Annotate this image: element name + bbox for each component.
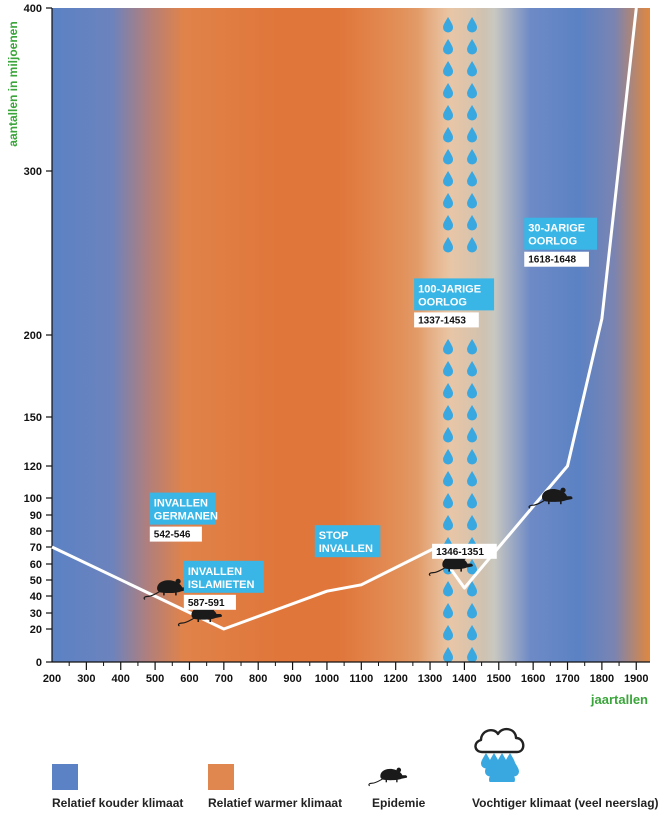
climate-population-chart: 200 300 400 500 600 700 800 900 1000 1100 1200 1300… bbox=[6, 3, 650, 707]
x-tick-label: 900 bbox=[283, 673, 301, 685]
y-tick-label: 20 bbox=[30, 624, 42, 636]
x-tick-label: 1700 bbox=[555, 673, 579, 685]
annotation-years-box bbox=[432, 543, 497, 559]
cold-climate-swatch bbox=[52, 764, 78, 790]
annotation-box bbox=[183, 560, 264, 593]
legend-label-epidemic: Epidemie bbox=[372, 796, 426, 810]
x-tick-label: 200 bbox=[43, 673, 61, 685]
warm-climate-swatch bbox=[208, 764, 234, 790]
y-tick-label: 120 bbox=[24, 461, 42, 473]
x-tick-label: 300 bbox=[77, 673, 95, 685]
x-tick-label: 1100 bbox=[349, 673, 373, 685]
y-axis: 0 20 30 40 50 60 70 80 90 100 120 150 200 300 400 bbox=[24, 3, 53, 669]
x-axis: 200 300 400 500 600 700 800 900 1000 1100 1200 1300… bbox=[43, 661, 650, 685]
annotation-label: STOP bbox=[319, 530, 349, 542]
annotation-years: 1337-1453 bbox=[418, 315, 466, 326]
legend-label-warm: Relatief warmer klimaat bbox=[208, 796, 343, 810]
x-tick-label: 1300 bbox=[418, 673, 442, 685]
annotation-box bbox=[414, 278, 495, 311]
legend-label-cold: Relatief kouder klimaat bbox=[52, 796, 184, 810]
x-tick-label: 1200 bbox=[383, 673, 407, 685]
annotation-years: 542-546 bbox=[154, 530, 191, 541]
x-tick-label: 1800 bbox=[590, 673, 614, 685]
x-tick-label: 1000 bbox=[315, 673, 339, 685]
annotation-years-box bbox=[183, 594, 236, 610]
y-tick-label: 300 bbox=[24, 166, 42, 178]
y-tick-label: 40 bbox=[30, 591, 42, 603]
annotation-label: OORLOG bbox=[418, 296, 467, 308]
y-tick-label: 0 bbox=[36, 657, 42, 669]
x-tick-label: 1400 bbox=[452, 673, 476, 685]
legend-label-wet: Vochtiger klimaat (veel neerslag) bbox=[472, 796, 659, 810]
annotation-years: 1346-1351 bbox=[436, 547, 484, 558]
annotation-years: 1618-1648 bbox=[528, 255, 576, 266]
y-tick-label: 60 bbox=[30, 559, 42, 571]
annotation-box bbox=[524, 217, 598, 250]
x-tick-label: 600 bbox=[180, 673, 198, 685]
rat-icon bbox=[368, 767, 408, 787]
annotation-box bbox=[149, 492, 216, 525]
y-tick-label: 80 bbox=[30, 526, 42, 538]
annotation-label: INVALLEN bbox=[188, 566, 242, 578]
x-tick-label: 500 bbox=[146, 673, 164, 685]
rain-cloud-icon bbox=[474, 727, 525, 782]
y-tick-label: 90 bbox=[30, 510, 42, 522]
y-tick-label: 30 bbox=[30, 608, 42, 620]
annotation-label: OORLOG bbox=[528, 236, 577, 248]
x-tick-label: 1600 bbox=[521, 673, 545, 685]
annotation-label: 100-JARIGE bbox=[418, 283, 481, 295]
y-axis-title: aantallen in miljoenen bbox=[6, 21, 20, 146]
annotation-label: INVALLEN bbox=[319, 543, 373, 555]
y-tick-label: 70 bbox=[30, 542, 42, 554]
annotation-label: GERMANEN bbox=[154, 511, 218, 523]
y-tick-label: 200 bbox=[24, 330, 42, 342]
y-tick-label: 50 bbox=[30, 575, 42, 587]
x-tick-label: 800 bbox=[249, 673, 267, 685]
annotation-label: INVALLEN bbox=[154, 498, 208, 510]
annotation-label: 30-JARIGE bbox=[528, 223, 585, 235]
y-tick-label: 400 bbox=[24, 3, 42, 15]
annotation-box bbox=[314, 525, 381, 558]
x-tick-label: 700 bbox=[215, 673, 233, 685]
x-tick-label: 1900 bbox=[624, 673, 648, 685]
annotation-years-box bbox=[524, 251, 589, 267]
x-tick-label: 1500 bbox=[487, 673, 511, 685]
annotation-years: 587-591 bbox=[188, 598, 225, 609]
y-tick-label: 150 bbox=[24, 412, 42, 424]
legend: Relatief kouder klimaat Relatief warmer … bbox=[0, 720, 664, 814]
annotation-label: ISLAMIETEN bbox=[188, 579, 255, 591]
x-axis-title: jaartallen bbox=[590, 692, 648, 707]
y-tick-label: 100 bbox=[24, 493, 42, 505]
climate-background bbox=[52, 8, 650, 662]
annotation-years-box bbox=[149, 526, 202, 542]
x-tick-label: 400 bbox=[112, 673, 130, 685]
annotation-years-box bbox=[414, 312, 479, 328]
